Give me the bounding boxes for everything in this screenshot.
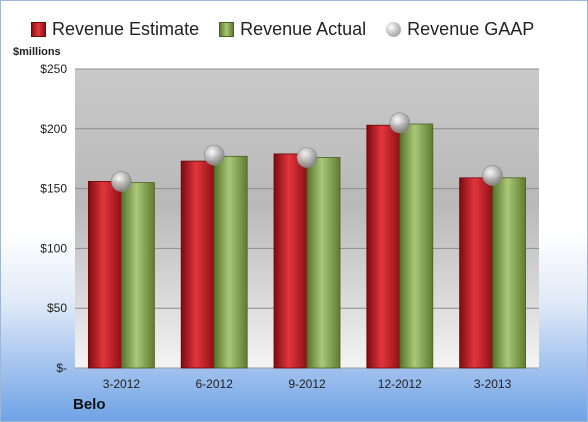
gaap-marker <box>482 165 503 186</box>
company-name: Belo <box>73 396 106 413</box>
bar-actual <box>213 155 248 369</box>
x-tick-label: 12-2012 <box>378 377 422 391</box>
legend-swatch-estimate <box>31 21 46 37</box>
x-tick-label: 3-2012 <box>103 377 141 391</box>
gaap-markers <box>111 112 503 192</box>
legend-item-actual: Revenue Actual <box>219 19 366 40</box>
legend-label-estimate: Revenue Estimate <box>52 18 200 39</box>
legend-item-gaap: Revenue GAAP <box>386 19 534 40</box>
y-tick-label: $- <box>56 361 67 375</box>
legend: Revenue Estimate Revenue Actual Revenue … <box>31 17 554 41</box>
bar-actual <box>492 177 527 369</box>
bars <box>88 123 527 369</box>
bar-estimate <box>366 124 401 369</box>
bar-estimate <box>273 153 308 369</box>
x-tick-label: 6-2012 <box>196 377 234 391</box>
y-tick-label: $200 <box>40 122 67 136</box>
gaap-marker <box>296 147 318 168</box>
bar-actual <box>306 157 341 369</box>
legend-label-gaap: Revenue GAAP <box>407 18 535 39</box>
bar-estimate <box>459 177 494 369</box>
bar-actual <box>399 123 434 369</box>
x-tick-label: 3-2013 <box>474 377 512 391</box>
y-tick-label: $50 <box>47 301 67 315</box>
y-axis-units: $millions <box>13 46 61 58</box>
bar-actual <box>121 182 155 369</box>
legend-item-estimate: Revenue Estimate <box>31 19 199 40</box>
y-tick-label: $100 <box>40 241 67 255</box>
x-tick-label: 9-2012 <box>288 377 326 391</box>
y-tick-label: $150 <box>40 182 67 196</box>
gaap-marker <box>389 112 411 134</box>
bar-estimate <box>180 160 215 369</box>
y-axis-ticks: $- $50 $100 $150 $200 $250 <box>40 62 67 375</box>
x-axis-ticks: 3-2012 6-2012 9-2012 12-2012 3-2013 <box>103 377 512 391</box>
legend-swatch-actual <box>219 21 235 37</box>
gaap-marker <box>203 144 225 166</box>
y-tick-label: $250 <box>40 62 67 76</box>
bar-estimate <box>88 181 122 369</box>
gaap-marker <box>111 171 132 192</box>
legend-swatch-gaap <box>386 21 402 37</box>
legend-label-actual: Revenue Actual <box>240 18 367 39</box>
